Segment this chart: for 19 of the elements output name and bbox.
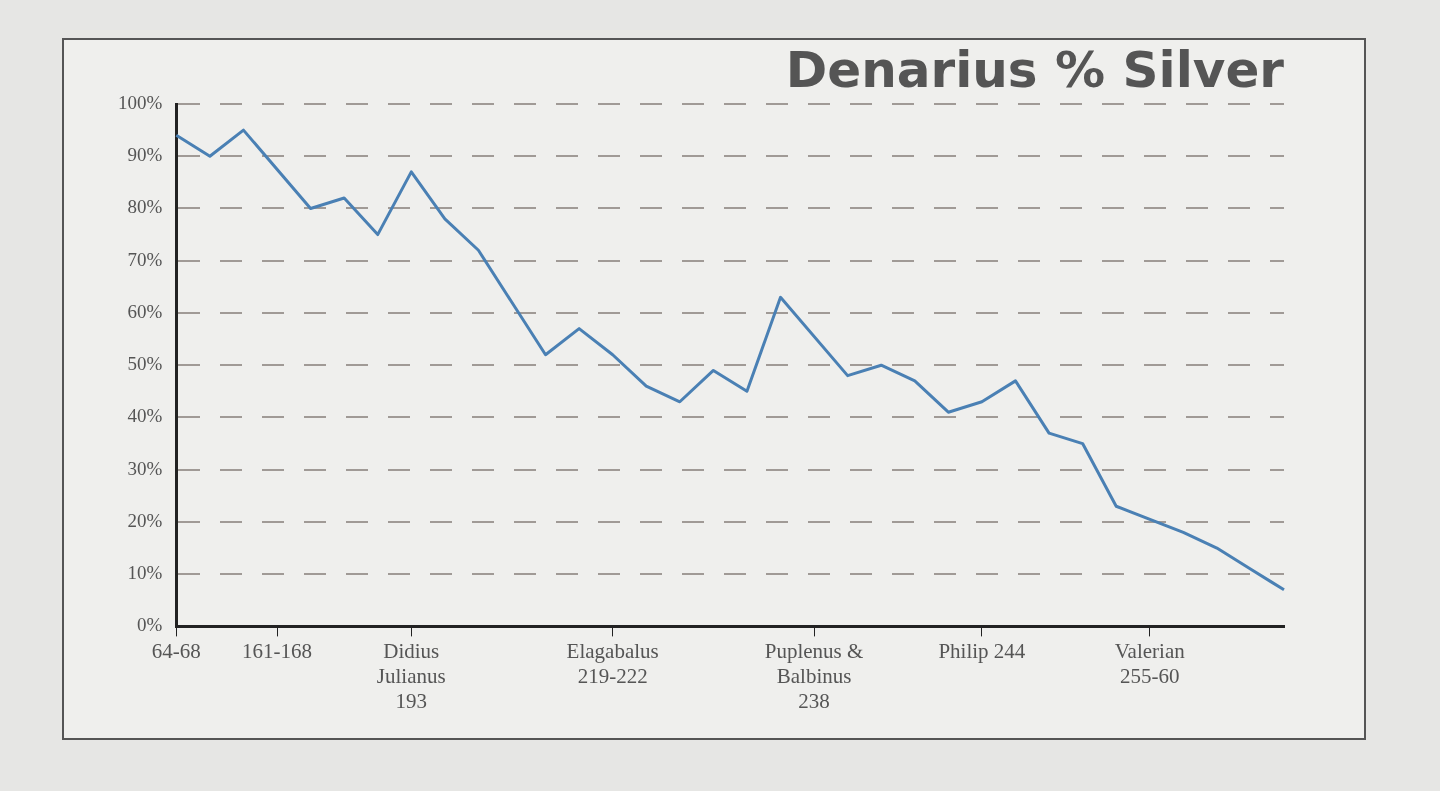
y-tick-label: 30%: [127, 457, 163, 479]
x-tick-label: 64-68: [151, 638, 201, 663]
y-tick-label: 20%: [127, 509, 163, 531]
y-tick-label: 90%: [127, 144, 163, 166]
x-tick-label: Elagabalus 219-222: [566, 638, 659, 688]
chart-title: Denarius % Silver: [785, 40, 1285, 99]
x-tick-label: 161-168: [242, 638, 313, 663]
x-tick-label: Philip 244: [938, 638, 1026, 663]
y-tick-label: 60%: [127, 300, 163, 322]
y-tick-label: 80%: [127, 196, 163, 218]
y-tick-label: 100%: [118, 91, 163, 113]
y-tick-label: 10%: [127, 562, 163, 584]
y-tick-label: 70%: [127, 248, 163, 270]
y-tick-label: 40%: [127, 405, 163, 427]
x-tick-label: Valerian 255-60: [1114, 638, 1186, 688]
y-tick-label: 0%: [137, 614, 163, 636]
x-tick-label: Didius Julianus 193: [376, 638, 446, 713]
x-tick-label: Puplenus & Balbinus 238: [764, 638, 864, 713]
y-tick-label: 50%: [127, 353, 163, 375]
